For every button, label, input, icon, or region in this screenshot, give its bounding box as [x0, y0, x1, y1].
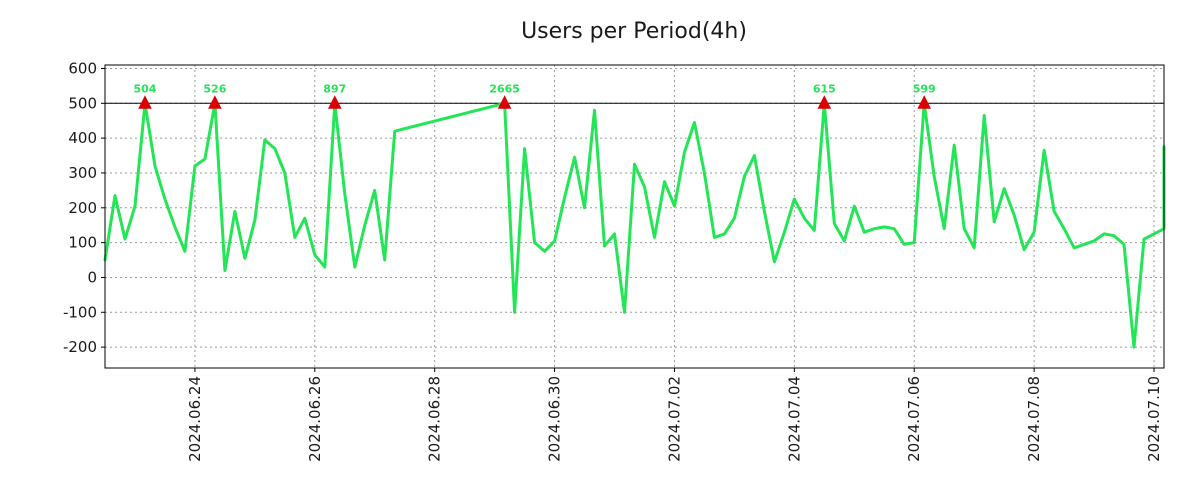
x-tick-label: 2024.07.06: [905, 376, 923, 462]
x-tick-label: 2024.07.10: [1145, 376, 1163, 462]
plot-frame: [104, 64, 1165, 369]
y-tick-label: 600: [68, 59, 97, 77]
x-tick-label: 2024.07.08: [1025, 376, 1043, 462]
y-tick-label: 200: [68, 199, 97, 217]
peak-marker: [917, 95, 932, 109]
x-tick-label: 2024.06.30: [546, 376, 564, 462]
axis-layer: 600 500 400 300 200 100 0 -100 -200 2024.06.24 202…: [63, 59, 1165, 462]
series-line-users: [103, 101, 1166, 349]
peak-marker: [817, 95, 832, 109]
y-tick-label: 0: [87, 268, 97, 286]
x-tick-label: 2024.06.28: [426, 376, 444, 462]
label-layer: 504 526 897 2665 615 599: [133, 82, 935, 95]
y-tick-label: -200: [63, 338, 97, 356]
x-tick-label: 2024.07.02: [665, 376, 683, 462]
peak-marker: [327, 95, 342, 109]
x-tick-label: 2024.06.26: [306, 376, 324, 462]
peak-marker: [138, 95, 152, 109]
y-tick-label: -100: [63, 303, 97, 321]
peak-label: 2665: [489, 82, 520, 95]
peak-label: 599: [913, 82, 936, 95]
peak-label: 526: [203, 82, 226, 95]
marker-layer: [138, 95, 932, 109]
peak-label: 615: [813, 82, 836, 95]
y-tick-label: 400: [68, 129, 97, 147]
peak-label: 897: [323, 82, 346, 95]
y-tick-label: 500: [68, 94, 97, 112]
y-tick-label: 300: [68, 164, 97, 182]
chart-title: Users per Period(4h): [521, 19, 747, 44]
x-tick-label: 2024.07.04: [785, 376, 803, 462]
peak-marker: [208, 95, 222, 109]
line-layer: [103, 101, 1166, 349]
x-tick-label: 2024.06.24: [186, 376, 204, 462]
peak-label: 504: [133, 82, 156, 95]
y-tick-label: 100: [68, 234, 97, 252]
peak-marker: [497, 95, 512, 109]
